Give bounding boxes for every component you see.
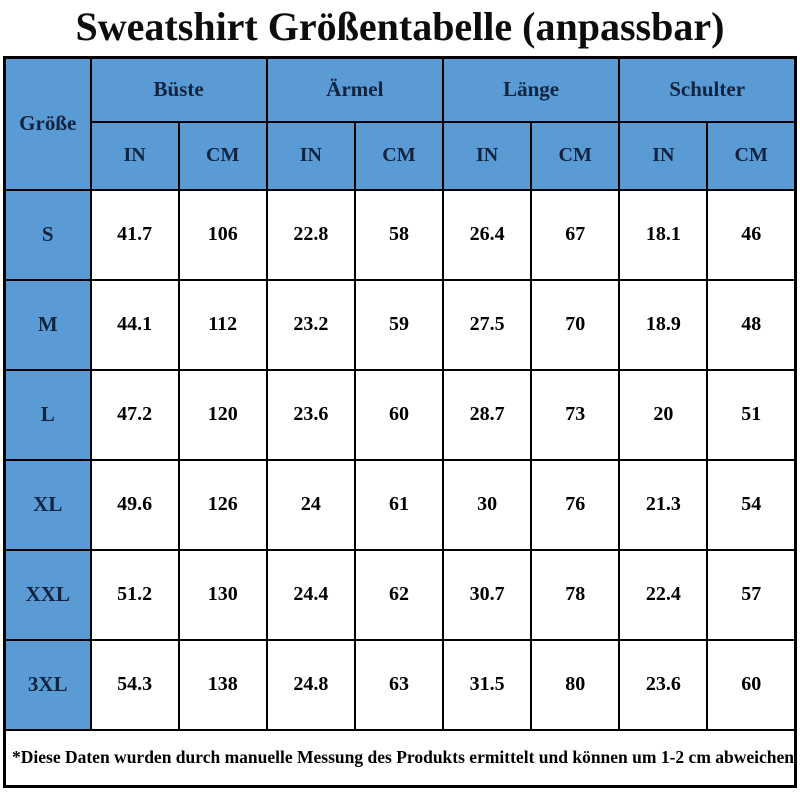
table-row-3xl: 3XL 54.3 138 24.8 63 31.5 80 23.6 60 <box>3 638 797 731</box>
value-cell: 54 <box>706 458 797 551</box>
unit-header-aermel-in: IN <box>265 120 356 191</box>
value-cell: 22.4 <box>618 548 709 641</box>
value-cell: 23.2 <box>265 278 356 371</box>
value-cell: 138 <box>177 638 268 731</box>
size-label: M <box>3 278 92 371</box>
size-label: 3XL <box>3 638 92 731</box>
value-cell: 21.3 <box>618 458 709 551</box>
size-label: XL <box>3 458 92 551</box>
unit-header-laenge-in: IN <box>441 120 533 191</box>
value-cell: 18.9 <box>618 278 709 371</box>
value-cell: 27.5 <box>441 278 533 371</box>
value-cell: 70 <box>530 278 621 371</box>
value-cell: 78 <box>530 548 621 641</box>
value-cell: 20 <box>618 368 709 461</box>
value-cell: 120 <box>177 368 268 461</box>
value-cell: 30.7 <box>441 548 533 641</box>
value-cell: 62 <box>353 548 445 641</box>
value-cell: 80 <box>530 638 621 731</box>
value-cell: 60 <box>706 638 797 731</box>
value-cell: 48 <box>706 278 797 371</box>
table-row-m: M 44.1 112 23.2 59 27.5 70 18.9 48 <box>3 278 797 371</box>
value-cell: 28.7 <box>441 368 533 461</box>
group-header-bueste: Büste <box>89 56 268 123</box>
table-row-l: L 47.2 120 23.6 60 28.7 73 20 51 <box>3 368 797 461</box>
page-title: Sweatshirt Größentabelle (anpassbar) <box>75 4 725 49</box>
value-cell: 126 <box>177 458 268 551</box>
value-cell: 60 <box>353 368 445 461</box>
value-cell: 63 <box>353 638 445 731</box>
group-header-aermel: Ärmel <box>265 56 445 123</box>
value-cell: 23.6 <box>618 638 709 731</box>
size-chart-table: Größe Büste Ärmel Länge Schulter IN CM I… <box>3 56 797 788</box>
unit-header-aermel-cm: CM <box>353 120 445 191</box>
group-header-laenge: Länge <box>441 56 621 123</box>
value-cell: 18.1 <box>618 188 709 281</box>
value-cell: 49.6 <box>89 458 180 551</box>
value-cell: 51.2 <box>89 548 180 641</box>
group-header-schulter: Schulter <box>618 56 797 123</box>
value-cell: 112 <box>177 278 268 371</box>
value-cell: 54.3 <box>89 638 180 731</box>
size-label: L <box>3 368 92 461</box>
value-cell: 24.4 <box>265 548 356 641</box>
value-cell: 31.5 <box>441 638 533 731</box>
table-row-xl: XL 49.6 126 24 61 30 76 21.3 54 <box>3 458 797 551</box>
value-cell: 47.2 <box>89 368 180 461</box>
unit-header-row: IN CM IN CM IN CM IN CM <box>5 120 797 191</box>
size-label: S <box>3 188 92 281</box>
value-cell: 23.6 <box>265 368 356 461</box>
value-cell: 44.1 <box>89 278 180 371</box>
value-cell: 73 <box>530 368 621 461</box>
value-cell: 26.4 <box>441 188 533 281</box>
value-cell: 57 <box>706 548 797 641</box>
size-label: XXL <box>3 548 92 641</box>
value-cell: 46 <box>706 188 797 281</box>
unit-header-schulter-cm: CM <box>706 120 797 191</box>
value-cell: 24.8 <box>265 638 356 731</box>
table-row-xxl: XXL 51.2 130 24.4 62 30.7 78 22.4 57 <box>3 548 797 641</box>
value-cell: 22.8 <box>265 188 356 281</box>
value-cell: 130 <box>177 548 268 641</box>
value-cell: 41.7 <box>89 188 180 281</box>
value-cell: 51 <box>706 368 797 461</box>
value-cell: 59 <box>353 278 445 371</box>
value-cell: 58 <box>353 188 445 281</box>
value-cell: 106 <box>177 188 268 281</box>
value-cell: 30 <box>441 458 533 551</box>
unit-header-bueste-cm: CM <box>177 120 268 191</box>
column-header-groesse: Größe <box>3 56 92 191</box>
value-cell: 67 <box>530 188 621 281</box>
unit-header-bueste-in: IN <box>89 120 180 191</box>
unit-header-laenge-cm: CM <box>530 120 621 191</box>
footnote-text: *Diese Daten wurden durch manuelle Messu… <box>3 728 797 788</box>
value-cell: 76 <box>530 458 621 551</box>
value-cell: 61 <box>353 458 445 551</box>
footnote-row: *Diese Daten wurden durch manuelle Messu… <box>3 728 797 788</box>
value-cell: 24 <box>265 458 356 551</box>
table-row-s: S 41.7 106 22.8 58 26.4 67 18.1 46 <box>3 188 797 281</box>
group-header-row: Größe Büste Ärmel Länge Schulter <box>3 56 797 191</box>
unit-header-schulter-in: IN <box>618 120 709 191</box>
